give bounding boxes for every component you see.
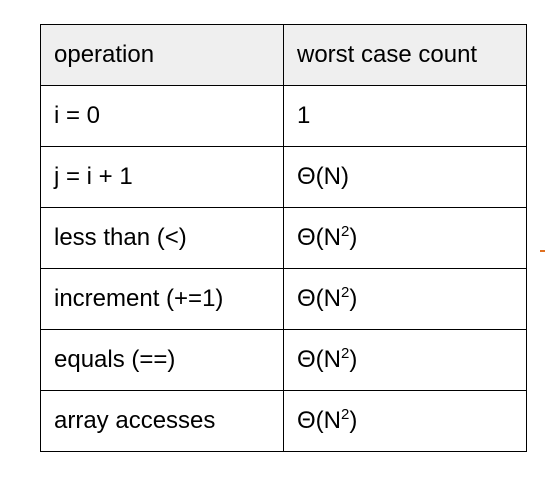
count-base: Θ(N bbox=[297, 224, 341, 251]
count-tail: ) bbox=[349, 407, 358, 434]
count-base: 1 bbox=[297, 102, 311, 129]
table-row: increment (+=1) Θ(N2) bbox=[40, 268, 527, 330]
table-row: array accesses Θ(N2) bbox=[40, 390, 527, 452]
count-exponent: 2 bbox=[341, 406, 350, 423]
count-exponent: 2 bbox=[341, 223, 350, 240]
operation-cell: equals (==) bbox=[40, 329, 284, 391]
count-cell: 1 bbox=[283, 85, 527, 147]
table-row: equals (==) Θ(N2) bbox=[40, 329, 527, 391]
operation-cell: increment (+=1) bbox=[40, 268, 284, 330]
operation-cell: array accesses bbox=[40, 390, 284, 452]
count-cell: Θ(N) bbox=[283, 146, 527, 208]
count-cell: Θ(N2) bbox=[283, 329, 527, 391]
operation-cell: j = i + 1 bbox=[40, 146, 284, 208]
operations-table: operation worst case count i = 0 1 j = i… bbox=[40, 24, 527, 452]
count-base: Θ(N bbox=[297, 346, 341, 373]
count-tail: ) bbox=[349, 224, 358, 251]
header-worst-case-count: worst case count bbox=[283, 24, 527, 86]
count-tail: ) bbox=[349, 346, 358, 373]
table-row: i = 0 1 bbox=[40, 85, 527, 147]
header-operation: operation bbox=[40, 24, 284, 86]
count-exponent: 2 bbox=[341, 284, 350, 301]
table-row: less than (<) Θ(N2) bbox=[40, 207, 527, 269]
table-row: j = i + 1 Θ(N) bbox=[40, 146, 527, 208]
operation-cell: less than (<) bbox=[40, 207, 284, 269]
count-tail: ) bbox=[349, 285, 358, 312]
count-cell: Θ(N2) bbox=[283, 207, 527, 269]
edge-marker bbox=[540, 250, 545, 252]
count-base: Θ(N bbox=[297, 407, 341, 434]
count-exponent: 2 bbox=[341, 345, 350, 362]
header-row: operation worst case count bbox=[40, 24, 527, 86]
count-cell: Θ(N2) bbox=[283, 268, 527, 330]
operation-cell: i = 0 bbox=[40, 85, 284, 147]
count-base: Θ(N bbox=[297, 285, 341, 312]
count-cell: Θ(N2) bbox=[283, 390, 527, 452]
count-base: Θ(N) bbox=[297, 163, 349, 190]
